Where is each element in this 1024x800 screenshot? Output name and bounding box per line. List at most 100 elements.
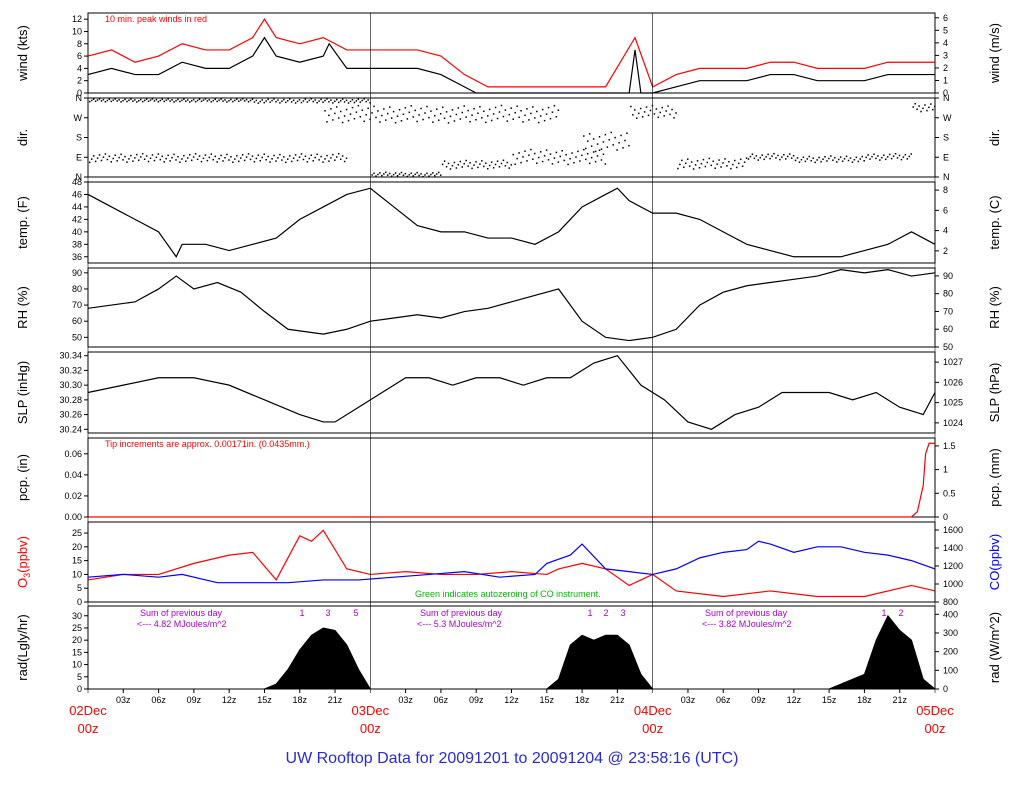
direction-point (153, 159, 156, 162)
direction-point (712, 160, 714, 163)
direction-point (169, 100, 171, 102)
direction-point (904, 153, 907, 156)
direction-point (630, 105, 632, 108)
direction-point (328, 114, 330, 117)
direction-point (102, 156, 105, 158)
direction-point (500, 162, 503, 165)
direction-point (112, 99, 115, 101)
y-tick-label-left: 30.32 (59, 365, 82, 375)
direction-point (530, 112, 532, 115)
direction-point (283, 98, 285, 101)
direction-point (637, 112, 640, 115)
direction-point (892, 155, 895, 157)
direction-point (567, 163, 569, 166)
x-day-hour: 00z (925, 721, 946, 736)
direction-point (128, 99, 130, 102)
direction-point (543, 119, 546, 122)
direction-point (785, 158, 787, 160)
direction-point (412, 175, 414, 177)
direction-point (588, 162, 591, 165)
direction-point (330, 108, 332, 110)
direction-point (447, 162, 450, 165)
direction-point (183, 154, 185, 157)
direction-point (277, 99, 279, 101)
direction-point (906, 158, 909, 160)
direction-point (926, 109, 928, 112)
direction-point (514, 111, 516, 114)
direction-point (343, 160, 346, 163)
direction-point (765, 156, 767, 158)
y-tick-label-left: 2 (77, 76, 82, 86)
direction-point (318, 100, 320, 102)
direction-point (420, 107, 422, 110)
direction-point (779, 158, 781, 161)
direction-point (367, 99, 369, 101)
direction-point (522, 121, 524, 123)
direction-point (781, 156, 783, 158)
direction-point (586, 152, 589, 155)
direction-point (590, 156, 593, 159)
direction-point (481, 160, 483, 162)
direction-point (622, 147, 624, 149)
direction-point (588, 133, 591, 135)
direction-point (665, 110, 667, 112)
y-tick-label-right: 300 (943, 628, 958, 638)
axis-title-left: RH (%) (15, 286, 30, 329)
y-tick-label-left: 30.34 (59, 351, 82, 361)
direction-point (98, 154, 101, 156)
direction-point (912, 106, 914, 108)
direction-point (326, 154, 328, 157)
direction-point (632, 114, 634, 116)
panel-note: Green indicates autozeroing of CO instru… (415, 589, 601, 599)
direction-point (473, 107, 475, 110)
direction-point (743, 161, 746, 163)
daily-sum-label: Sum of previous day (420, 608, 503, 618)
panel-frame (87, 181, 936, 264)
y-tick-label-left: 10 (72, 26, 82, 36)
x-day-label: 05Dec (916, 703, 954, 718)
direction-point (881, 156, 883, 159)
direction-point (806, 158, 809, 160)
direction-point (224, 99, 226, 101)
direction-point (537, 156, 540, 159)
direction-point (187, 157, 189, 159)
direction-point (302, 100, 305, 102)
direction-point (843, 158, 846, 160)
direction-point (316, 153, 318, 156)
direction-point (275, 160, 277, 162)
axis-title-right: rad (W/m^2) (987, 612, 1002, 683)
direction-point (710, 164, 713, 167)
direction-point (471, 167, 473, 170)
direction-point (253, 101, 256, 103)
y-tick-label-left: 0.06 (64, 449, 82, 459)
direction-point (190, 100, 193, 102)
direction-point (692, 168, 695, 170)
direction-point (641, 116, 644, 118)
axis-title-left: wind (kts) (15, 25, 30, 82)
direction-point (214, 98, 216, 101)
direction-point (618, 141, 620, 144)
direction-point (557, 109, 560, 111)
direction-point (449, 168, 452, 170)
direction-point (504, 165, 507, 167)
direction-point (326, 121, 328, 123)
direction-point (449, 115, 452, 118)
x-tick-label: 06z (434, 695, 449, 705)
direction-point (145, 98, 148, 100)
direction-point (137, 100, 140, 102)
direction-point (822, 158, 824, 160)
direction-point (220, 154, 222, 157)
y-tick-label-left: N (76, 93, 83, 103)
y-tick-label-right: W (943, 113, 952, 123)
y-tick-label-left: 0 (77, 684, 82, 694)
direction-point (312, 160, 314, 162)
hour-marker: 1 (881, 608, 886, 618)
direction-point (928, 106, 930, 109)
direction-point (824, 156, 826, 158)
direction-point (475, 118, 477, 121)
direction-point (694, 164, 697, 166)
direction-point (222, 160, 224, 162)
axis-title-left: SLP (inHg) (15, 361, 30, 424)
direction-point (600, 159, 603, 161)
y-tick-label-left: 48 (72, 177, 82, 187)
